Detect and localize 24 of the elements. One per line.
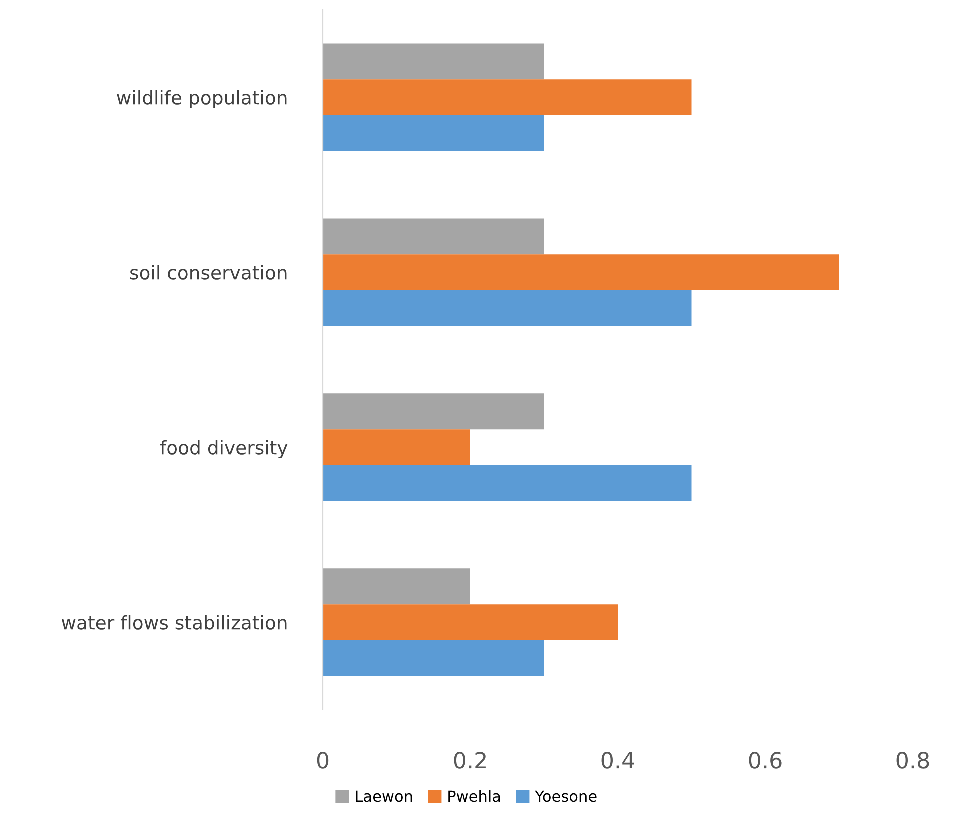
y-tick-label: wildlife population — [117, 90, 287, 109]
x-tick-label: 0 — [317, 752, 329, 769]
bar — [323, 394, 544, 430]
legend-label: Yoesone — [535, 790, 597, 802]
bar — [323, 254, 840, 290]
bar — [323, 430, 470, 466]
bar — [323, 604, 618, 640]
x-tick-label: 0.6 — [749, 752, 782, 769]
legend-label: Laewon — [356, 790, 412, 802]
bar — [323, 640, 544, 676]
y-tick-label: water flows stabilization — [62, 615, 287, 630]
bar — [323, 44, 544, 80]
bar — [323, 115, 544, 152]
x-tick-label: 0.2 — [454, 752, 486, 769]
y-tick-label: food diversity — [160, 440, 288, 459]
x-tick-label: 0.8 — [896, 752, 930, 769]
bar — [323, 290, 692, 326]
x-tick-label: 0.4 — [602, 752, 634, 769]
y-tick-label: soil conservation — [130, 265, 287, 280]
bar — [323, 80, 692, 116]
legend-label: Pwehla — [448, 790, 500, 802]
bar — [323, 465, 692, 502]
bar — [323, 568, 470, 605]
bar — [323, 218, 544, 255]
